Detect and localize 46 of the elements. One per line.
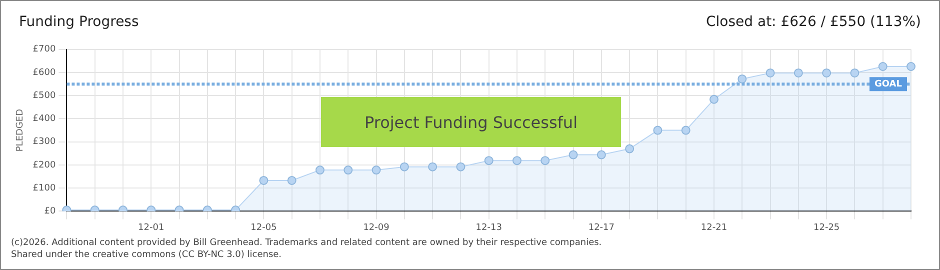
x-tick-label: 12-17 bbox=[588, 222, 615, 233]
point bbox=[512, 156, 522, 166]
chart-title: Funding Progress bbox=[19, 14, 139, 30]
x-tick-label: 12-05 bbox=[250, 222, 277, 233]
chart-subtitle: Closed at: £626 / £550 (113%) bbox=[706, 14, 921, 30]
point bbox=[738, 74, 747, 84]
point bbox=[794, 68, 803, 78]
y-tick-label: £200 bbox=[32, 160, 56, 170]
x-tick-label: 12-09 bbox=[363, 222, 390, 233]
point bbox=[428, 162, 438, 172]
x-tick-label: 12-21 bbox=[700, 222, 728, 233]
point bbox=[906, 62, 916, 72]
ref-line-label: GOAL bbox=[874, 79, 902, 90]
point bbox=[372, 166, 381, 175]
point bbox=[315, 166, 324, 175]
point bbox=[681, 126, 690, 135]
y-tick-label: £500 bbox=[32, 90, 56, 101]
text: Shared under the creative commons (CC BY-NC 3.0) license. bbox=[11, 249, 283, 261]
point bbox=[850, 68, 860, 78]
y-tick-label: £400 bbox=[32, 114, 56, 124]
point bbox=[822, 68, 832, 78]
x-tick-label: 12-25 bbox=[813, 222, 840, 233]
y-tick-label: £300 bbox=[32, 137, 56, 148]
text: (c)2026. Additional content provided by Bill Greenhead. Trademarks and related content are owned by their respective companies. bbox=[11, 237, 602, 249]
y-tick-label: £600 bbox=[32, 68, 56, 78]
y-axis-title: PLEDGED bbox=[16, 108, 26, 152]
y-tick-label: £100 bbox=[32, 183, 56, 194]
y-tick-label: £0 bbox=[44, 206, 56, 217]
point bbox=[596, 150, 606, 160]
point bbox=[878, 62, 888, 72]
banner: Project Funding Successful bbox=[321, 97, 621, 147]
point bbox=[484, 156, 494, 166]
point bbox=[344, 166, 353, 175]
point bbox=[456, 162, 466, 172]
point bbox=[400, 162, 409, 172]
x-tick-label: 12-13 bbox=[476, 222, 502, 233]
point bbox=[766, 68, 775, 78]
point bbox=[568, 150, 578, 160]
x-tick-label: 12-01 bbox=[138, 222, 164, 233]
point bbox=[709, 94, 718, 104]
point bbox=[287, 176, 296, 185]
point bbox=[653, 126, 662, 135]
y-tick-label: £700 bbox=[32, 44, 56, 55]
point bbox=[625, 144, 634, 154]
point bbox=[259, 176, 268, 185]
point bbox=[540, 156, 550, 166]
